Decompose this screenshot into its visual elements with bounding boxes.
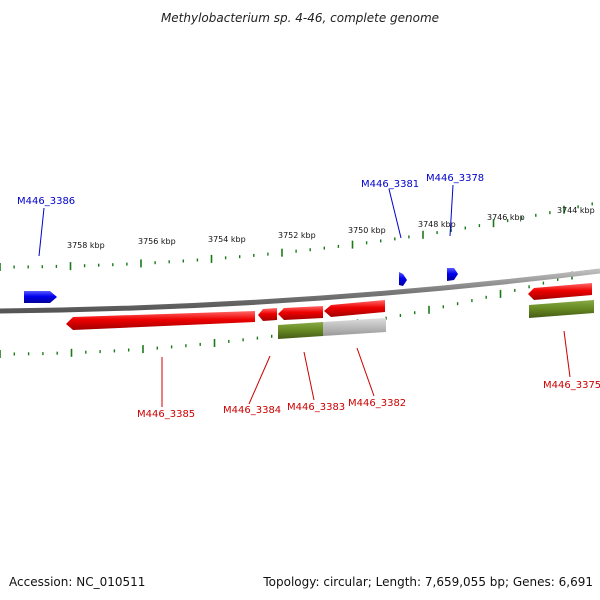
gene-label[interactable]: M446_3383: [287, 402, 345, 413]
gene-label[interactable]: M446_3378: [426, 173, 484, 184]
scale-label: 3756 kbp: [138, 237, 176, 246]
scale-label: 3744 kbp: [557, 206, 595, 215]
genome-summary-text: Topology: circular; Length: 7,659,055 bp…: [262, 575, 593, 589]
cds-bar[interactable]: [323, 318, 386, 336]
gene-label[interactable]: M446_3384: [223, 405, 281, 416]
scale-label: 3754 kbp: [208, 235, 246, 244]
scale-label: 3752 kbp: [278, 231, 316, 240]
scale-label: 3758 kbp: [67, 241, 105, 250]
gene-arrow-m446-3375[interactable]: [528, 283, 592, 300]
scale-label: 3748 kbp: [418, 220, 456, 229]
scale-label: 3750 kbp: [348, 226, 386, 235]
gene-arrow-m446-3384[interactable]: [258, 308, 277, 321]
gene-arrow-m446-3385[interactable]: [66, 311, 255, 330]
gene-label[interactable]: M446_3385: [137, 409, 195, 420]
gene-label[interactable]: M446_3382: [348, 398, 406, 409]
gene-arrow-m446-3381[interactable]: [399, 272, 407, 286]
accession-text: Accession: NC_010511: [9, 575, 145, 589]
gene-label[interactable]: M446_3386: [17, 196, 75, 207]
map-title: Methylobacterium sp. 4-46, complete geno…: [161, 11, 439, 25]
gene-label[interactable]: M446_3375: [543, 380, 600, 391]
scale-labels: 3758 kbp 3756 kbp 3754 kbp 3752 kbp 3750…: [67, 206, 595, 250]
genome-backbone: [0, 268, 600, 314]
cds-bar[interactable]: [529, 300, 594, 318]
gene-arrow-m446-3382[interactable]: [324, 300, 385, 317]
gene-arrow-m446-3383[interactable]: [278, 306, 323, 320]
scale-label: 3746 kbp: [487, 213, 525, 222]
cds-bar[interactable]: [278, 322, 323, 339]
gene-labels: M446_3386 M446_3381 M446_3378 M446_3385 …: [17, 173, 600, 420]
gene-arrow-m446-3378[interactable]: [447, 268, 458, 281]
forward-tick-track: [0, 202, 593, 271]
gene-label[interactable]: M446_3381: [361, 179, 419, 190]
callout-lines: [38, 184, 571, 407]
gene-arrow-m446-3386[interactable]: [24, 291, 57, 303]
